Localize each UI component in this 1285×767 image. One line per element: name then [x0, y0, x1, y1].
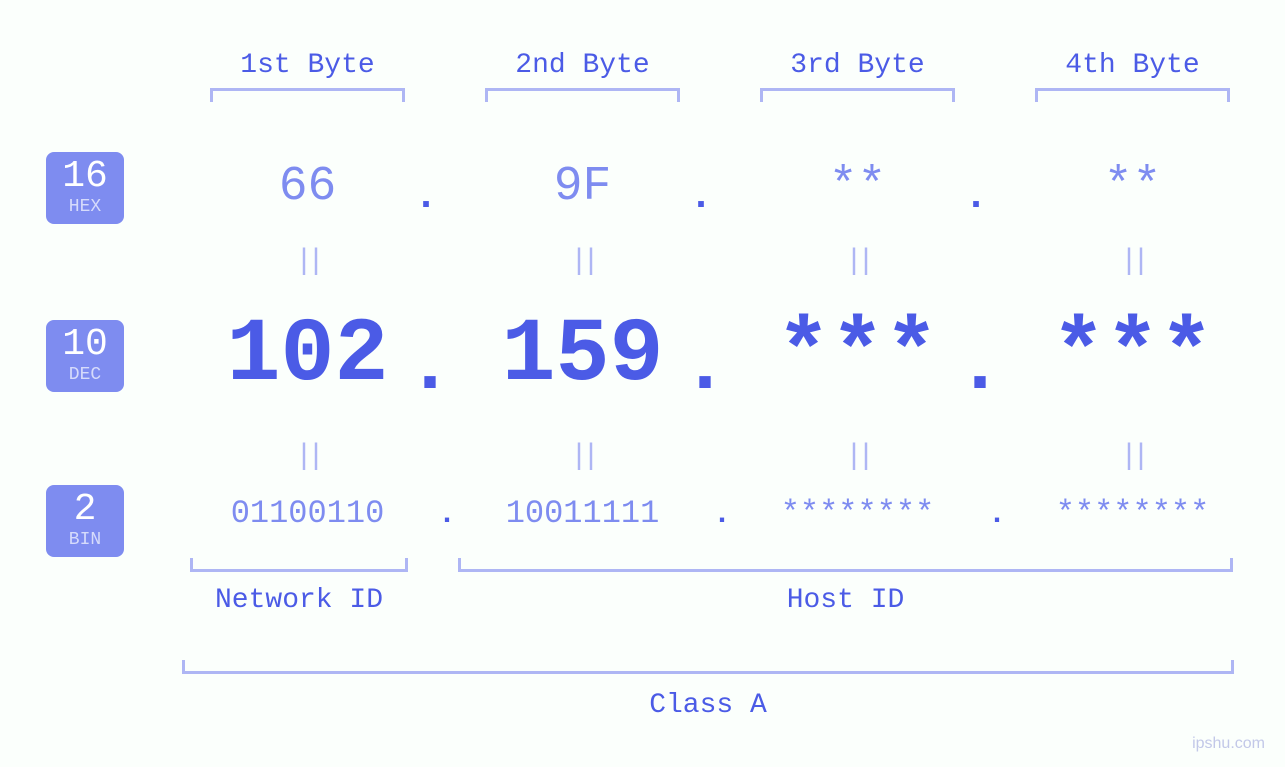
bracket-class: [182, 660, 1234, 674]
hex-byte-3: **: [760, 160, 955, 214]
byte-label-3: 3rd Byte: [760, 50, 955, 81]
badge-hex-lbl: HEX: [46, 198, 124, 216]
dot-hex-1: .: [414, 175, 438, 220]
badge-bin: 2 BIN: [46, 485, 124, 557]
dot-dec-1: .: [406, 322, 454, 413]
label-host-id: Host ID: [458, 585, 1233, 616]
hex-byte-2: 9F: [485, 160, 680, 214]
badge-dec: 10 DEC: [46, 320, 124, 392]
dot-dec-3: .: [956, 322, 1004, 413]
eq-2-1: ||: [295, 440, 319, 474]
bracket-top-1: [210, 88, 405, 102]
dot-hex-3: .: [964, 175, 988, 220]
badge-dec-num: 10: [46, 326, 124, 364]
bin-byte-1: 01100110: [190, 495, 425, 532]
ip-diagram: 1st Byte 2nd Byte 3rd Byte 4th Byte 16 H…: [0, 0, 1285, 767]
eq-1-2: ||: [570, 245, 594, 279]
dec-byte-4: ***: [1020, 305, 1245, 407]
bin-byte-4: ********: [1015, 495, 1250, 532]
watermark: ipshu.com: [1192, 735, 1265, 753]
byte-label-2: 2nd Byte: [485, 50, 680, 81]
bracket-host: [458, 558, 1233, 572]
eq-1-4: ||: [1120, 245, 1144, 279]
badge-hex-num: 16: [46, 158, 124, 196]
dec-byte-3: ***: [745, 305, 970, 407]
label-network-id: Network ID: [190, 585, 408, 616]
eq-2-3: ||: [845, 440, 869, 474]
eq-1-3: ||: [845, 245, 869, 279]
byte-label-1: 1st Byte: [210, 50, 405, 81]
dot-dec-2: .: [681, 322, 729, 413]
dot-bin-1: .: [438, 498, 456, 532]
bracket-network: [190, 558, 408, 572]
bracket-top-4: [1035, 88, 1230, 102]
bracket-top-2: [485, 88, 680, 102]
bin-byte-2: 10011111: [465, 495, 700, 532]
dot-bin-2: .: [713, 498, 731, 532]
hex-byte-1: 66: [210, 160, 405, 214]
byte-label-4: 4th Byte: [1035, 50, 1230, 81]
dot-bin-3: .: [988, 498, 1006, 532]
bracket-top-3: [760, 88, 955, 102]
dec-byte-2: 159: [470, 305, 695, 407]
badge-bin-num: 2: [46, 491, 124, 529]
hex-byte-4: **: [1035, 160, 1230, 214]
dot-hex-2: .: [689, 175, 713, 220]
eq-1-1: ||: [295, 245, 319, 279]
dec-byte-1: 102: [195, 305, 420, 407]
eq-2-2: ||: [570, 440, 594, 474]
badge-dec-lbl: DEC: [46, 366, 124, 384]
badge-bin-lbl: BIN: [46, 531, 124, 549]
eq-2-4: ||: [1120, 440, 1144, 474]
badge-hex: 16 HEX: [46, 152, 124, 224]
label-class: Class A: [182, 690, 1234, 721]
bin-byte-3: ********: [740, 495, 975, 532]
